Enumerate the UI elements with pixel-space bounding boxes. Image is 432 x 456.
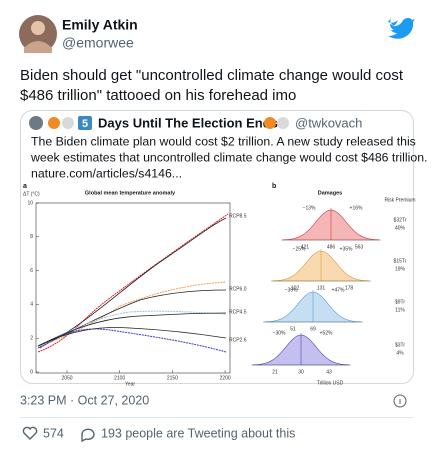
rcp60-observed <box>39 281 227 347</box>
quote-text: The Biden climate plan would cost $2 tri… <box>31 134 416 148</box>
rcp26-fit <box>37 327 227 347</box>
panel-label: b <box>272 183 276 190</box>
premium: $15Tr <box>394 258 407 264</box>
premium: $32Tr <box>394 217 407 223</box>
tick-label: 486 <box>327 244 336 250</box>
tick-label: 51 <box>290 326 296 332</box>
x-label: Trillion USD <box>317 380 344 386</box>
premium-pct: 40% <box>395 225 406 231</box>
premium-pct: 11% <box>395 307 405 313</box>
y-tick-label: 0 <box>30 369 33 375</box>
y-tick-label: 10 <box>27 200 33 206</box>
rcp45-fit <box>37 312 227 347</box>
pumpkin-emoji <box>48 117 60 129</box>
twitter-logo[interactable] <box>388 18 415 39</box>
author-handle[interactable]: @emorwee <box>62 35 134 51</box>
avatar-face <box>31 21 45 35</box>
avatar-body <box>24 41 52 53</box>
timestamp[interactable]: 3:23 PM · Oct 27, 2020 <box>20 393 149 407</box>
x-tick-label: 2150 <box>167 375 178 381</box>
tick-label: 178 <box>345 285 354 291</box>
series-label: RCP6.0 <box>229 286 247 292</box>
tick-label: 21 <box>272 369 278 375</box>
tick-label: 30 <box>298 369 304 375</box>
x-tick-label: 2200 <box>220 375 231 381</box>
like-icon[interactable] <box>22 426 38 440</box>
x-tick-label: 2050 <box>61 375 72 381</box>
high-pct: +52% <box>320 330 333 336</box>
rcp45-observed <box>39 310 227 347</box>
premium-pct: 19% <box>395 266 406 272</box>
rcp85-fit <box>37 217 227 349</box>
tick-label: 69 <box>310 326 316 332</box>
y-tick-label: 6 <box>30 268 33 274</box>
quote-text: week estimates that uncontrolled climate… <box>30 150 427 164</box>
plot-frame <box>35 202 231 374</box>
skull-emoji <box>62 117 74 129</box>
series-label: RCP8.5 <box>229 213 247 219</box>
tick-label: 421 <box>301 244 310 250</box>
figure-panel-a: a Global mean temperature anomaly ΔT (°C) Y… <box>23 183 247 387</box>
low-pct: −13% <box>303 205 316 211</box>
activity[interactable]: 193 people are Tweeting about this <box>101 426 295 440</box>
x-label: Year <box>125 381 135 387</box>
pumpkin-emoji <box>264 117 276 129</box>
skull-emoji <box>277 117 289 129</box>
low-pct: −39% <box>285 287 298 293</box>
keycap <box>78 116 92 130</box>
tick-label: 131 <box>317 285 326 291</box>
y-label: ΔT (°C) <box>23 191 40 197</box>
like-count: 574 <box>43 426 64 440</box>
series-label: RCP4.5 <box>229 309 247 315</box>
low-pct: −30% <box>273 330 286 336</box>
tick-label: 102 <box>291 285 300 291</box>
panel-label: a <box>23 183 27 190</box>
tick-label: 43 <box>326 369 332 375</box>
tweet-text: Biden should get "uncontrolled climate c… <box>20 67 404 84</box>
y-tick-label: 2 <box>30 336 33 342</box>
series-label: RCP2.6 <box>229 337 247 343</box>
author-name[interactable]: Emily Atkin <box>62 17 138 33</box>
premium: $3Tr <box>395 342 405 348</box>
rcp26-observed <box>39 328 227 353</box>
risk-premium-label: Risk Premium <box>384 197 415 203</box>
tweet-text: $486 trillion" tattooed on his forehead … <box>20 87 296 104</box>
tick-label: 563 <box>355 244 364 250</box>
high-pct: +47% <box>332 287 345 293</box>
info-icon[interactable] <box>393 394 407 408</box>
y-tick-label: 8 <box>30 234 33 240</box>
reply-icon[interactable] <box>81 428 95 443</box>
quote-avatar <box>29 116 43 130</box>
figure-panel-b: b Damages Risk Premium Trillion USD −13% +16%… <box>251 183 416 386</box>
low-pct: −25% <box>293 246 306 252</box>
quote-author-handle: @twkovach <box>295 115 362 130</box>
premium: $9Tr <box>395 299 405 305</box>
quote-box[interactable] <box>20 110 414 384</box>
high-pct: +35% <box>340 246 353 252</box>
chart-title: Damages <box>318 190 342 196</box>
y-tick-label: 4 <box>30 302 33 308</box>
x-tick-label: 2100 <box>114 375 125 381</box>
chart-title: Global mean temperature anomaly <box>85 190 176 196</box>
quote-author-name: Days Until The Election Ends <box>98 115 278 130</box>
keycap-number: 5 <box>82 118 88 130</box>
premium-pct: 4% <box>396 350 404 356</box>
high-pct: +16% <box>350 205 363 211</box>
rcp85-observed <box>37 213 229 353</box>
quote-text: nature.com/articles/s4146... <box>31 166 182 180</box>
